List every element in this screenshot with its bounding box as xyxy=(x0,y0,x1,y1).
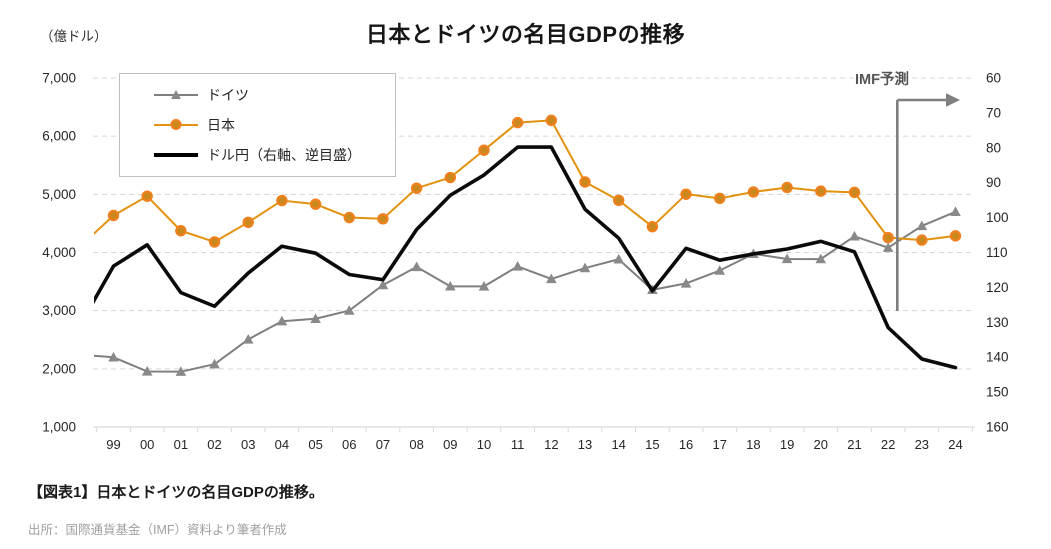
svg-text:22: 22 xyxy=(881,437,895,452)
legend-item-germany: ドイツ xyxy=(154,85,389,105)
svg-text:130: 130 xyxy=(986,315,1009,330)
svg-text:100: 100 xyxy=(986,210,1009,225)
circle-marker-icon xyxy=(170,119,182,130)
svg-text:7,000: 7,000 xyxy=(42,71,76,86)
imf-forecast-label: IMF予測 xyxy=(855,72,909,88)
japan-line-sample xyxy=(154,119,198,131)
svg-text:20: 20 xyxy=(814,437,828,452)
svg-text:14: 14 xyxy=(611,437,625,452)
svg-text:15: 15 xyxy=(645,437,659,452)
svg-text:80: 80 xyxy=(986,140,1001,155)
source-note: 出所：国際通貨基金（IMF）資料より筆者作成 xyxy=(28,523,287,537)
svg-text:17: 17 xyxy=(713,437,727,452)
svg-text:160: 160 xyxy=(986,420,1009,435)
svg-text:19: 19 xyxy=(780,437,794,452)
svg-text:24: 24 xyxy=(948,437,962,452)
svg-text:4,000: 4,000 xyxy=(42,245,76,260)
legend-label-japan: 日本 xyxy=(207,117,235,133)
chart-legend: ドイツ 日本 ドル円（右軸、逆目盛） xyxy=(119,73,396,177)
svg-text:11: 11 xyxy=(511,437,525,452)
svg-text:3,000: 3,000 xyxy=(42,303,76,318)
svg-text:12: 12 xyxy=(544,437,558,452)
svg-text:04: 04 xyxy=(275,437,289,452)
gdp-line-chart: 7,000 6,000 5,000 4,000 3,000 2,000 1,000 60 70 8… xyxy=(42,71,1009,453)
svg-text:99: 99 xyxy=(106,437,120,452)
svg-text:13: 13 xyxy=(578,437,592,452)
svg-text:1,000: 1,000 xyxy=(42,420,76,435)
svg-text:00: 00 xyxy=(140,437,154,452)
svg-text:140: 140 xyxy=(986,350,1009,365)
svg-text:08: 08 xyxy=(409,437,423,452)
legend-label-germany: ドイツ xyxy=(207,87,249,103)
svg-text:10: 10 xyxy=(477,437,491,452)
svg-text:03: 03 xyxy=(241,437,255,452)
svg-text:110: 110 xyxy=(986,245,1008,260)
legend-item-usdjpy: ドル円（右軸、逆目盛） xyxy=(154,145,389,165)
legend-label-usdjpy: ドル円（右軸、逆目盛） xyxy=(207,147,361,163)
y-axis-unit-label: （億ドル） xyxy=(40,29,108,44)
svg-text:70: 70 xyxy=(986,105,1001,120)
chart-title: 日本とドイツの名目GDPの推移 xyxy=(365,22,686,47)
usdjpy-line-sample xyxy=(154,149,198,161)
svg-text:06: 06 xyxy=(342,437,356,452)
usdjpy-line-icon xyxy=(154,153,198,157)
svg-text:2,000: 2,000 xyxy=(42,361,76,376)
svg-text:07: 07 xyxy=(376,437,390,452)
svg-text:60: 60 xyxy=(986,71,1001,86)
svg-text:150: 150 xyxy=(986,385,1009,400)
svg-text:5,000: 5,000 xyxy=(42,187,76,202)
svg-text:23: 23 xyxy=(915,437,929,452)
legend-item-japan: 日本 xyxy=(154,115,389,135)
svg-text:16: 16 xyxy=(679,437,693,452)
svg-text:05: 05 xyxy=(308,437,322,452)
germany-line-sample xyxy=(154,89,198,101)
triangle-marker-icon xyxy=(171,90,181,99)
svg-text:01: 01 xyxy=(174,437,188,452)
figure-caption: 【図表1】日本とドイツの名目GDPの推移。 xyxy=(28,484,324,501)
svg-text:21: 21 xyxy=(847,437,861,452)
svg-text:6,000: 6,000 xyxy=(42,129,76,144)
svg-text:18: 18 xyxy=(746,437,760,452)
svg-text:02: 02 xyxy=(207,437,221,452)
svg-text:09: 09 xyxy=(443,437,457,452)
svg-text:90: 90 xyxy=(986,175,1001,190)
svg-text:120: 120 xyxy=(986,280,1009,295)
